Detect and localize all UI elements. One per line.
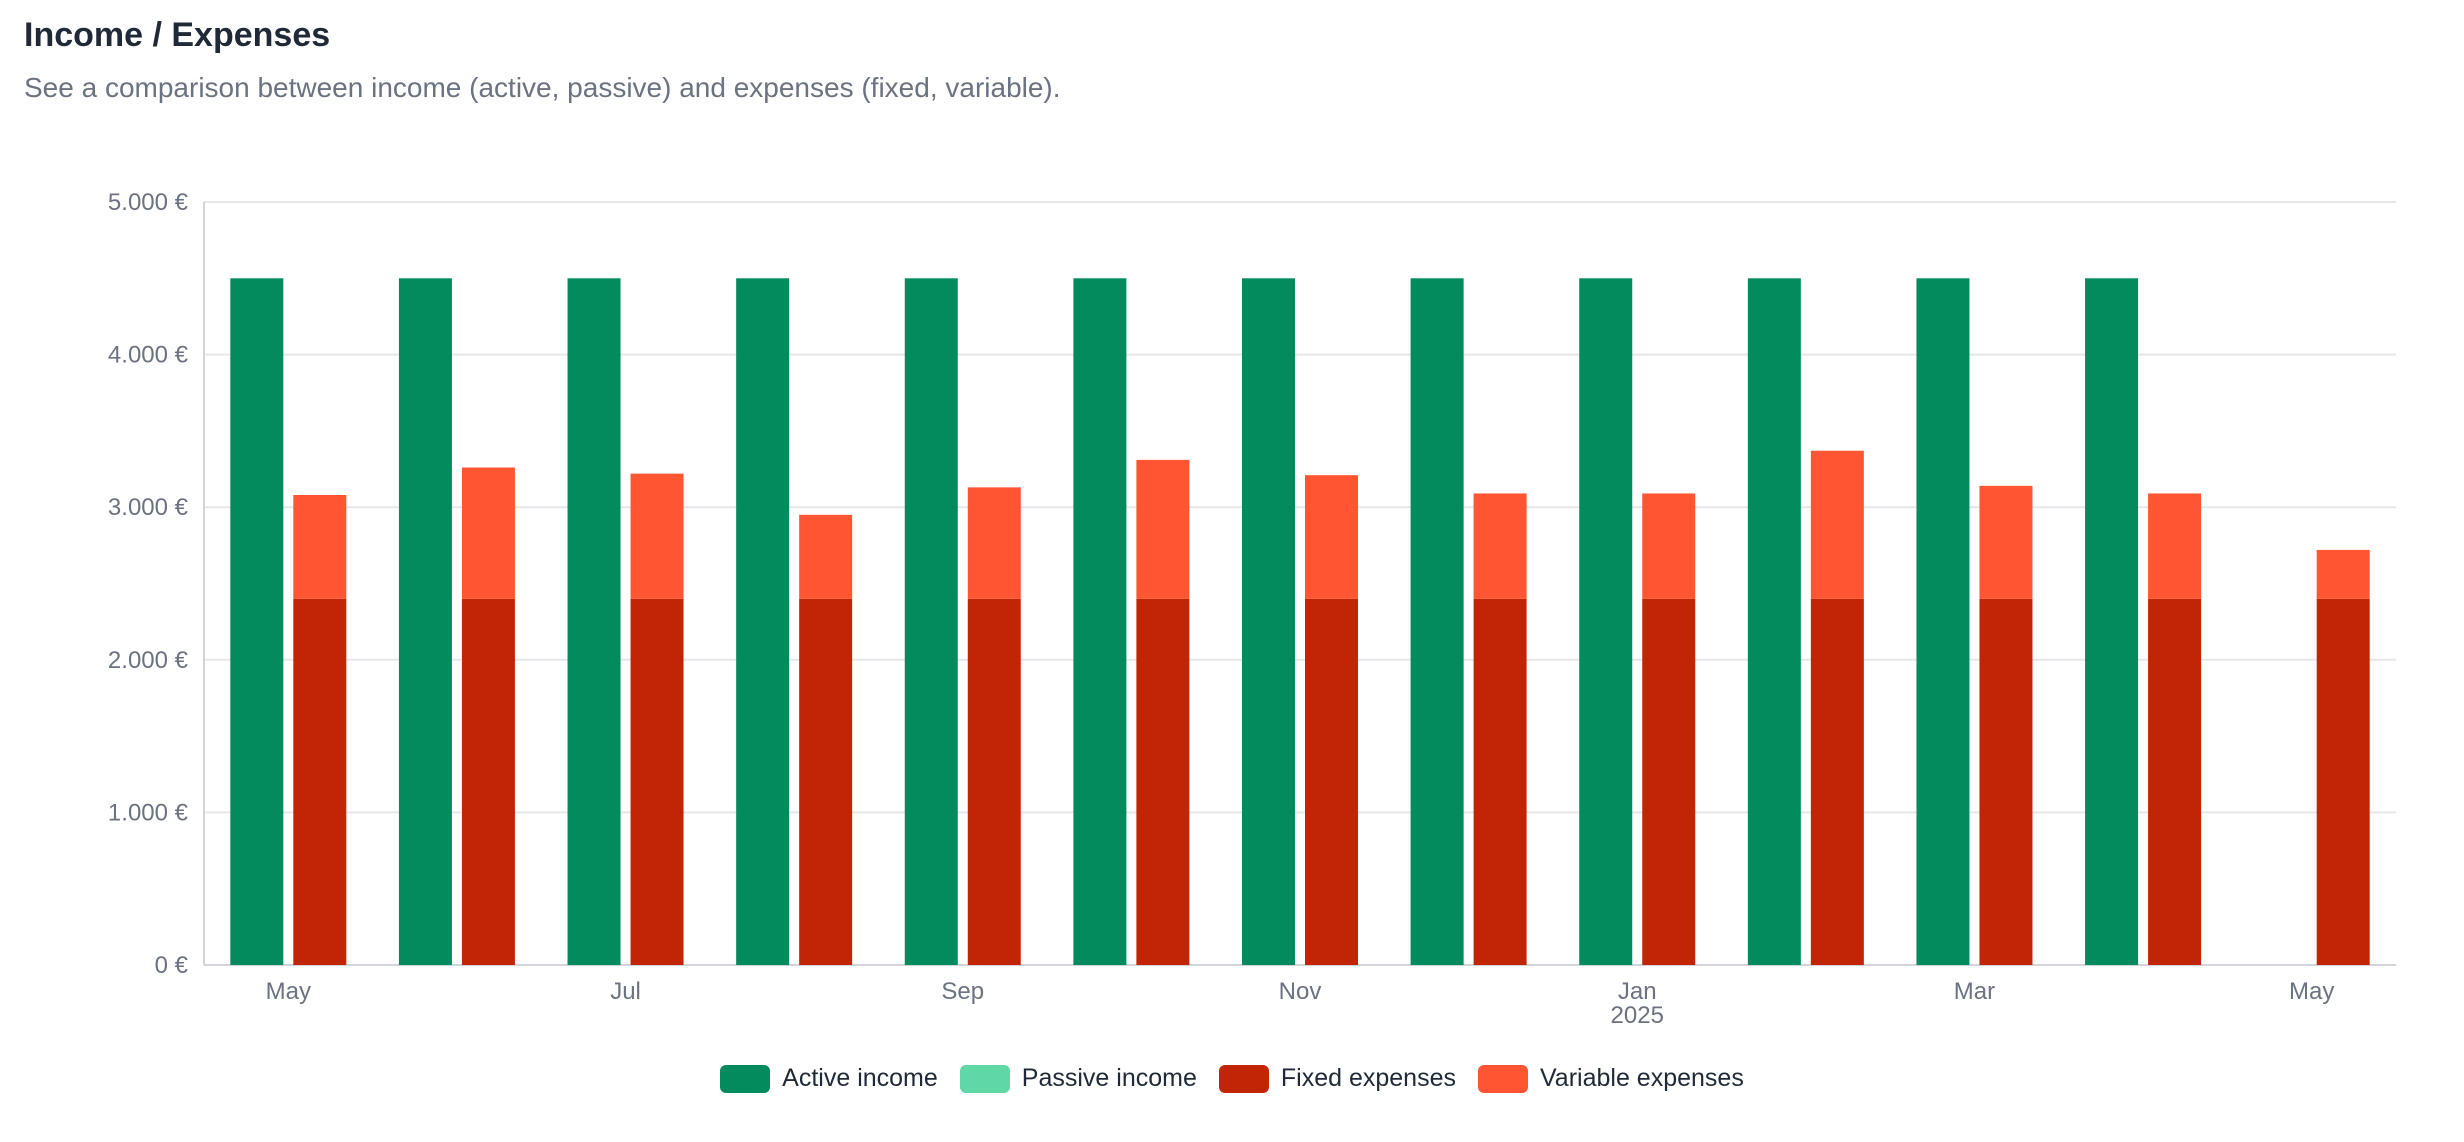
page-subtitle: See a comparison between income (active,… xyxy=(24,72,1061,103)
x-tick-label: Sep xyxy=(941,978,984,1005)
bar-variable-expenses[interactable] xyxy=(1136,459,1190,599)
x-tick-label: Jan xyxy=(1618,978,1657,1005)
bar-variable-expenses[interactable] xyxy=(293,494,347,599)
bar-variable-expenses[interactable] xyxy=(2316,549,2370,599)
bar-variable-expenses[interactable] xyxy=(967,487,1021,599)
y-tick-label: 0 € xyxy=(155,952,189,979)
bar-fixed-expenses[interactable] xyxy=(1642,598,1696,965)
bar-variable-expenses[interactable] xyxy=(2148,493,2202,599)
bar-fixed-expenses[interactable] xyxy=(1136,598,1190,965)
bar-fixed-expenses[interactable] xyxy=(1305,598,1358,965)
x-tick-sublabel: 2025 xyxy=(1611,1002,1664,1029)
y-axis: 0 € 1.000 € 2.000 € 3.000 € 4.000 € 5.000 € xyxy=(108,189,205,979)
bar-fixed-expenses[interactable] xyxy=(630,598,684,965)
bar-active-income[interactable] xyxy=(904,278,958,965)
legend-label: Variable expenses xyxy=(1539,1064,1744,1092)
bar-fixed-expenses[interactable] xyxy=(461,598,515,965)
bar-fixed-expenses[interactable] xyxy=(967,598,1021,965)
legend-swatch xyxy=(720,1064,771,1093)
bar-variable-expenses[interactable] xyxy=(1979,485,2033,599)
bar-variable-expenses[interactable] xyxy=(799,514,853,599)
x-tick-label: Jul xyxy=(610,978,641,1005)
y-tick-label: 3.000 € xyxy=(108,494,189,521)
grid-lines xyxy=(204,201,2396,966)
x-tick-label: Mar xyxy=(1954,978,1995,1005)
page-title: Income / Expenses xyxy=(24,16,331,54)
legend-swatch xyxy=(1218,1064,1269,1093)
bar-variable-expenses[interactable] xyxy=(1473,493,1527,599)
bar-variable-expenses[interactable] xyxy=(1810,450,1864,599)
bar-fixed-expenses[interactable] xyxy=(799,598,853,965)
income-expenses-chart: 0 € 1.000 € 2.000 € 3.000 € 4.000 € 5.000 € M… xyxy=(108,189,2396,1029)
legend-swatch xyxy=(1477,1064,1528,1093)
chart-legend: Active income Passive income Fixed expense… xyxy=(0,1064,2464,1093)
legend-item-active-income[interactable]: Active income xyxy=(720,1064,938,1093)
bar-active-income[interactable] xyxy=(1916,278,1970,965)
bar-fixed-expenses[interactable] xyxy=(1979,598,2033,965)
y-tick-label: 5.000 € xyxy=(108,189,189,216)
bar-active-income[interactable] xyxy=(736,278,790,965)
legend-label: Active income xyxy=(782,1064,938,1092)
y-tick-label: 4.000 € xyxy=(108,342,189,369)
bar-active-income[interactable] xyxy=(567,278,621,965)
bar-fixed-expenses[interactable] xyxy=(1810,598,1864,965)
bar-variable-expenses[interactable] xyxy=(630,473,684,599)
bars xyxy=(230,278,2370,965)
bar-active-income[interactable] xyxy=(1410,278,1464,965)
bar-active-income[interactable] xyxy=(230,278,284,965)
bar-active-income[interactable] xyxy=(1579,278,1633,965)
x-tick-label: Nov xyxy=(1279,978,1322,1005)
bar-fixed-expenses[interactable] xyxy=(293,598,347,965)
legend-label: Passive income xyxy=(1021,1064,1197,1092)
bar-fixed-expenses[interactable] xyxy=(2316,598,2370,965)
bar-fixed-expenses[interactable] xyxy=(2148,598,2202,965)
x-tick-label: May xyxy=(266,978,311,1005)
bar-variable-expenses[interactable] xyxy=(461,467,515,599)
legend-item-variable-expenses[interactable]: Variable expenses xyxy=(1477,1064,1744,1093)
legend-item-fixed-expenses[interactable]: Fixed expenses xyxy=(1218,1064,1456,1093)
bar-active-income[interactable] xyxy=(1747,278,1801,965)
legend-label: Fixed expenses xyxy=(1280,1064,1456,1092)
y-tick-label: 2.000 € xyxy=(108,647,189,674)
bar-variable-expenses[interactable] xyxy=(1642,493,1696,599)
bar-active-income[interactable] xyxy=(1073,278,1127,965)
bar-active-income[interactable] xyxy=(398,278,452,965)
x-tick-label: May xyxy=(2289,978,2334,1005)
bar-active-income[interactable] xyxy=(2085,278,2139,965)
legend-item-passive-income[interactable]: Passive income xyxy=(959,1064,1197,1093)
legend-swatch xyxy=(959,1064,1010,1093)
bar-active-income[interactable] xyxy=(1242,278,1295,965)
bar-variable-expenses[interactable] xyxy=(1305,475,1358,599)
bar-fixed-expenses[interactable] xyxy=(1473,598,1527,965)
y-tick-label: 1.000 € xyxy=(108,799,189,826)
